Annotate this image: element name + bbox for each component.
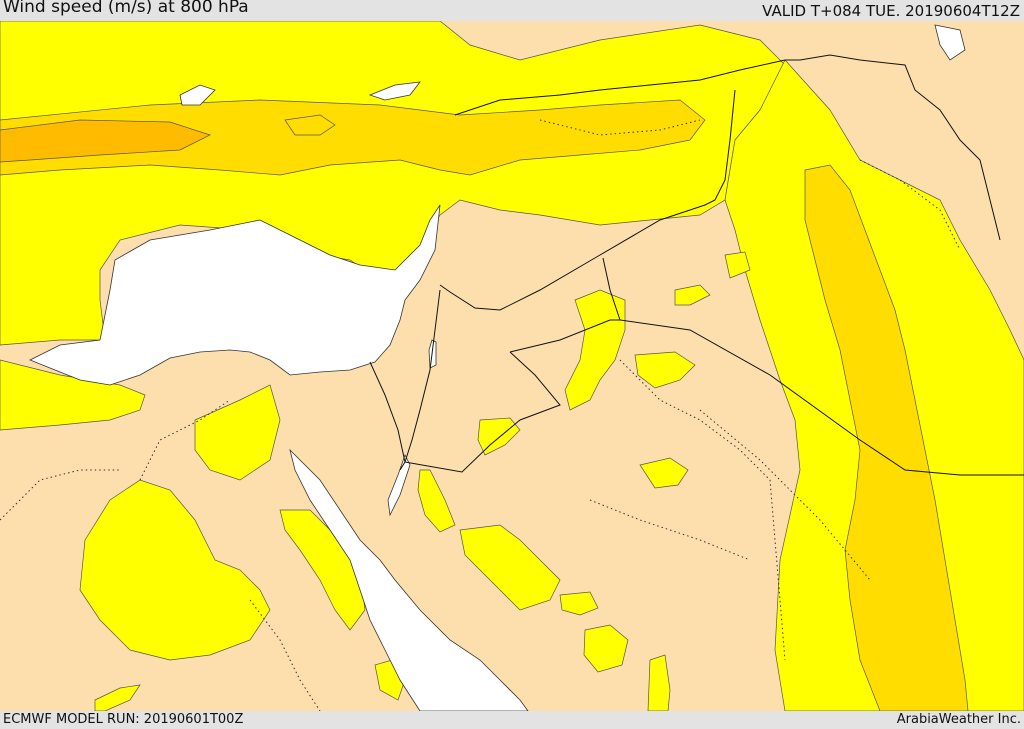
- boundary-dotted-7: [249, 599, 321, 711]
- wind-zone-arabia-2: [459, 524, 561, 611]
- border-iraq-iran: [785, 54, 1001, 241]
- wind-zone-jordan: [674, 284, 711, 306]
- wind-zone-east-orange: [804, 164, 969, 711]
- black-sea: [179, 84, 216, 106]
- boundary-dotted-6: [859, 159, 961, 251]
- border-syria-iraq: [439, 89, 736, 311]
- wind-zone-arabia-6: [583, 624, 629, 673]
- border-jordan-south: [404, 351, 561, 473]
- red-sea: [289, 448, 529, 711]
- wind-zone-egypt-west: [79, 479, 271, 661]
- caspian-sea: [934, 24, 966, 61]
- header-bar: Wind speed (m/s) at 800 hPa VALID T+084 …: [0, 0, 1024, 21]
- border-west-bank: [399, 461, 406, 471]
- wind-zone-arabia-5: [639, 457, 689, 489]
- boundary-dotted-1: [619, 359, 786, 661]
- boundary-dotted-8: [589, 499, 751, 561]
- wind-zone-arabia-4: [634, 351, 696, 389]
- wind-zone-nile: [194, 384, 281, 481]
- wind-zone-iraq: [724, 251, 751, 279]
- wind-zone-anatolia-dark: [0, 119, 211, 163]
- mediterranean-sea: [29, 204, 441, 386]
- border-jordan-saudi: [509, 319, 1024, 476]
- wind-zone-anatolia-orange: [0, 99, 706, 176]
- map-title: Wind speed (m/s) at 800 hPa: [3, 0, 249, 17]
- wind-zone-arabia-8: [559, 591, 599, 616]
- model-run-label: ECMWF MODEL RUN: 20190601T00Z: [3, 712, 244, 727]
- valid-time-label: VALID T+084 TUE. 20190604T12Z: [762, 2, 1020, 20]
- wind-zone-yemen: [647, 654, 671, 711]
- wind-zone-turkey-patch: [284, 114, 336, 136]
- credit-label: ArabiaWeather Inc.: [896, 712, 1021, 727]
- wind-speed-map: [0, 21, 1024, 711]
- wind-zone-arabia-3: [477, 417, 521, 456]
- black-sea-east: [368, 81, 421, 101]
- border-turkey-syria: [454, 59, 786, 116]
- footer-bar: ECMWF MODEL RUN: 20190601T00Z ArabiaWeat…: [0, 711, 1024, 729]
- map-canvas: [0, 21, 1024, 711]
- border-saudi-jordan-east: [602, 257, 621, 321]
- wind-zone-arabia-7: [417, 469, 456, 533]
- boundary-dotted-3: [0, 469, 120, 521]
- wind-zone-sudan: [94, 684, 141, 711]
- border-israel-jordan: [404, 289, 441, 463]
- gulf-of-aqaba: [387, 453, 411, 517]
- border-egypt-israel: [369, 361, 406, 463]
